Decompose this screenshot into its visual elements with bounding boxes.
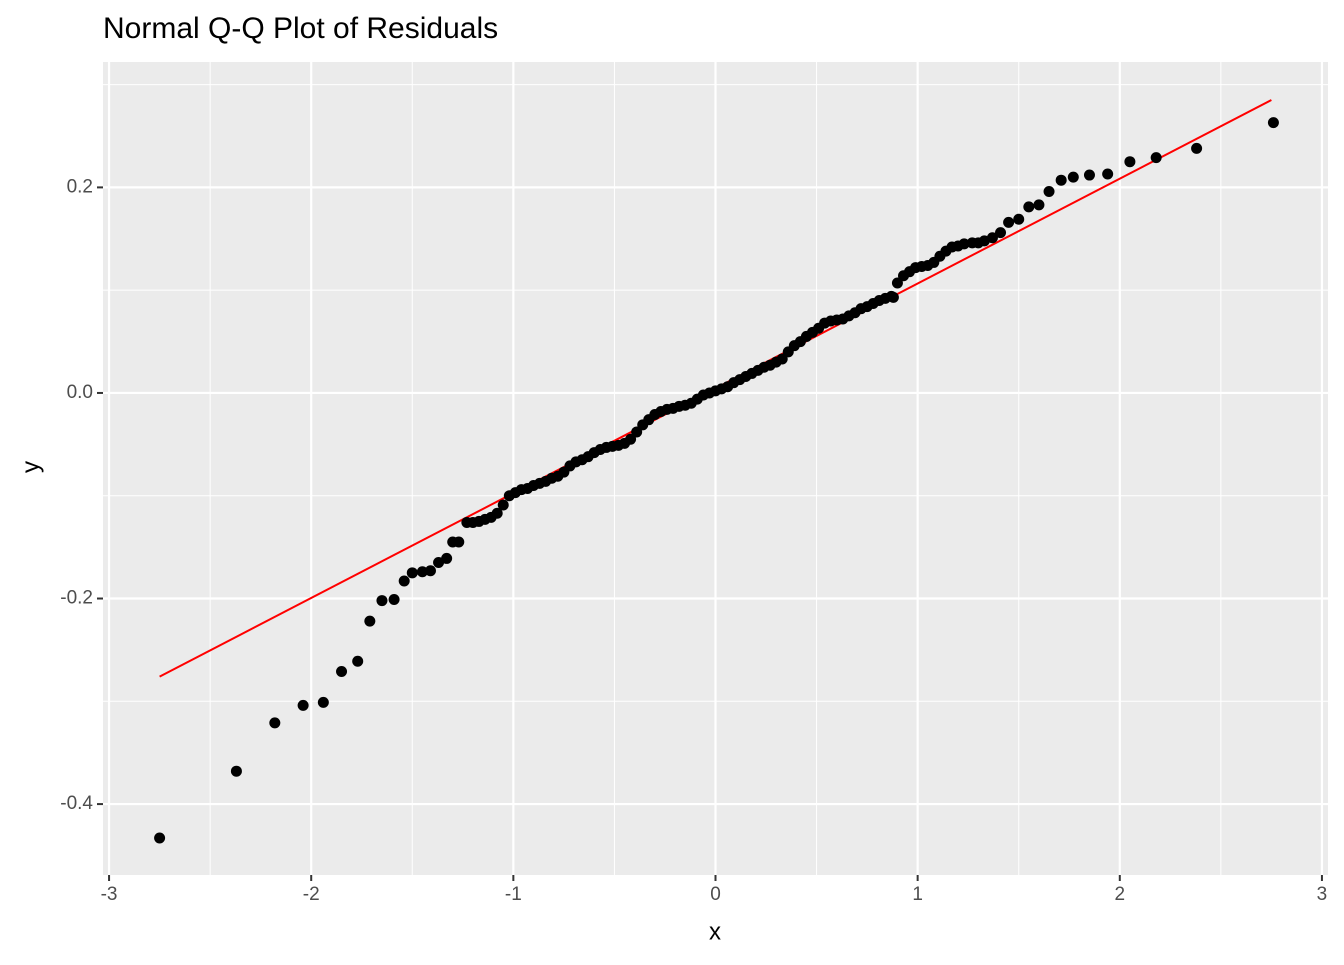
point — [154, 832, 166, 844]
point — [317, 696, 329, 708]
point — [776, 353, 788, 365]
point — [364, 615, 376, 627]
point — [269, 717, 281, 729]
point — [891, 277, 903, 289]
point — [388, 594, 400, 606]
x-tick-label: 2 — [1115, 884, 1126, 905]
point — [631, 426, 643, 438]
y-tick-label: 0.2 — [67, 176, 93, 197]
point — [1083, 169, 1095, 181]
point — [958, 238, 970, 250]
point — [230, 765, 242, 777]
x-tick-label: -3 — [101, 884, 118, 905]
point — [995, 227, 1007, 239]
x-tick-label: 1 — [912, 884, 923, 905]
x-tick-label: -1 — [505, 884, 522, 905]
point — [453, 536, 465, 548]
point — [887, 291, 899, 303]
point — [1267, 117, 1279, 129]
x-tick-label: -2 — [303, 884, 320, 905]
point — [1055, 174, 1067, 186]
point — [416, 566, 428, 578]
point — [1043, 186, 1055, 198]
point — [1023, 201, 1035, 213]
point — [986, 232, 998, 244]
chart-title: Normal Q-Q Plot of Residuals — [103, 12, 498, 45]
x-tick-label: 3 — [1317, 884, 1328, 905]
y-tick-label: -0.2 — [60, 588, 93, 609]
x-tick-label: 0 — [710, 884, 721, 905]
point — [1124, 156, 1136, 168]
point — [1191, 142, 1203, 154]
point — [424, 565, 436, 577]
point — [491, 507, 503, 519]
point — [1150, 152, 1162, 164]
x-axis-label: x — [709, 918, 721, 945]
point — [1033, 199, 1045, 211]
y-axis-label: y — [17, 461, 44, 473]
point — [497, 499, 509, 511]
point — [625, 433, 637, 445]
point — [1067, 171, 1079, 183]
point — [1003, 216, 1015, 228]
point — [406, 567, 418, 579]
point — [441, 552, 453, 564]
point — [336, 665, 348, 677]
y-tick-label: 0.0 — [67, 382, 93, 403]
point — [1013, 213, 1025, 225]
point — [376, 595, 388, 607]
point — [1102, 168, 1114, 180]
y-tick-label: -0.4 — [60, 793, 93, 814]
point — [352, 655, 364, 667]
point — [398, 575, 410, 587]
point — [433, 557, 445, 569]
point — [297, 699, 309, 711]
